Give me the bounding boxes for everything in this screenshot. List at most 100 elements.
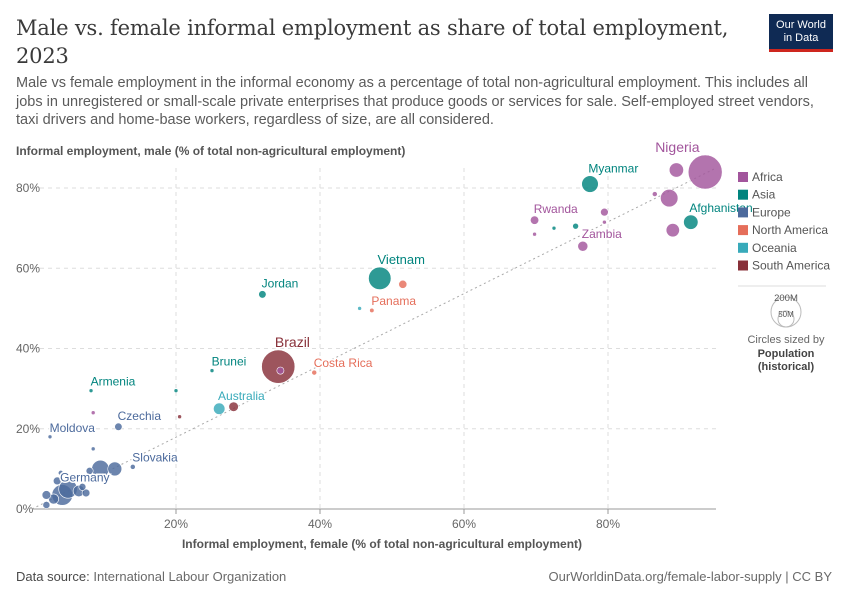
data-point[interactable] <box>577 240 589 252</box>
data-point[interactable] <box>42 501 51 509</box>
data-point[interactable] <box>660 189 679 208</box>
data-point[interactable] <box>551 225 557 231</box>
data-point[interactable] <box>369 307 375 313</box>
legend-label[interactable]: South America <box>752 259 830 273</box>
point-label: Armenia <box>91 375 136 389</box>
x-tick-label: 20% <box>164 517 188 531</box>
data-point[interactable] <box>572 222 579 230</box>
point-label: Nigeria <box>655 139 700 155</box>
data-point[interactable] <box>668 162 684 178</box>
logo-line-1: Our World <box>776 19 826 31</box>
x-axis-title: Informal employment, female (% of total … <box>182 537 582 551</box>
data-point[interactable] <box>52 476 62 486</box>
data-point[interactable] <box>85 467 94 475</box>
legend-label[interactable]: Europe <box>752 205 791 219</box>
point-label: Czechia <box>118 409 162 423</box>
data-point[interactable] <box>213 402 226 415</box>
size-legend-small-label: 50M <box>778 310 794 319</box>
data-point[interactable] <box>368 266 392 290</box>
data-point[interactable] <box>261 349 296 384</box>
data-point[interactable] <box>228 401 239 412</box>
grid-lines: 0% 20% 40% 60% 80% 20% 40% 60% 80% <box>16 168 716 531</box>
data-point[interactable] <box>398 279 408 289</box>
data-source-value: International Labour Organization <box>93 569 287 584</box>
legend-swatch[interactable] <box>738 260 748 271</box>
x-tick-label: 80% <box>596 517 620 531</box>
data-point[interactable] <box>687 154 723 190</box>
legend-swatch[interactable] <box>738 242 748 253</box>
point-label: Jordan <box>262 277 299 291</box>
y-tick-label: 40% <box>16 342 40 356</box>
size-legend-title-2: Population <box>758 348 815 360</box>
data-point[interactable] <box>530 215 540 225</box>
legend-label[interactable]: North America <box>752 223 828 237</box>
y-tick-label: 20% <box>16 422 40 436</box>
point-label: Zambia <box>582 227 622 241</box>
data-point[interactable] <box>129 464 136 470</box>
data-point[interactable] <box>602 219 607 225</box>
data-point[interactable] <box>683 214 699 230</box>
data-point[interactable] <box>357 306 362 311</box>
legend-label[interactable]: Africa <box>752 170 783 184</box>
data-point[interactable] <box>258 290 267 299</box>
data-point[interactable] <box>78 483 87 491</box>
point-label: Costa Rica <box>314 356 373 370</box>
color-legend[interactable]: Africa Asia Europe North America Oceania Sout… <box>738 170 830 273</box>
size-legend-small-circle <box>777 310 795 328</box>
data-points[interactable] <box>41 154 723 509</box>
data-point[interactable] <box>173 388 179 393</box>
trend-line <box>31 167 717 510</box>
y-tick-label: 80% <box>16 181 40 195</box>
data-source: Data source: International Labour Organi… <box>16 569 286 584</box>
size-legend-title-3: (historical) <box>758 361 815 373</box>
data-point[interactable] <box>57 470 64 476</box>
data-point[interactable] <box>107 461 123 477</box>
point-labels: Nigeria Rwanda Zambia Myanmar Afghanistan Vie… <box>48 138 754 487</box>
point-label: Myanmar <box>588 162 638 176</box>
data-point[interactable] <box>665 223 680 238</box>
data-point[interactable] <box>311 369 318 376</box>
point-label: Moldova <box>50 421 96 435</box>
data-point[interactable] <box>41 490 52 500</box>
data-point[interactable] <box>47 434 53 440</box>
point-label: Vietnam <box>378 252 425 267</box>
size-legend: 200M 50M Circles sized by Population (hi… <box>738 285 826 373</box>
data-point[interactable] <box>581 175 599 193</box>
size-legend-title-1: Circles sized by <box>747 334 825 346</box>
legend-label[interactable]: Asia <box>752 188 776 202</box>
data-point[interactable] <box>532 231 537 237</box>
point-label: Germany <box>60 471 109 485</box>
point-label: Australia <box>218 389 265 403</box>
y-tick-label: 60% <box>16 261 40 275</box>
data-point[interactable] <box>90 410 96 416</box>
logo-line-2: in Data <box>783 32 819 44</box>
point-label: Rwanda <box>534 202 578 216</box>
chart-title: Male vs. female informal employment as s… <box>16 16 729 68</box>
data-point[interactable] <box>81 488 91 498</box>
data-point[interactable] <box>177 414 182 420</box>
data-point[interactable] <box>600 207 609 217</box>
parity-line <box>31 167 717 510</box>
point-label: Afghanistan <box>689 201 752 215</box>
data-point[interactable] <box>114 422 123 431</box>
legend-swatch[interactable] <box>738 172 748 182</box>
point-label: Brazil <box>275 334 310 350</box>
legend-label[interactable]: Oceania <box>752 241 797 255</box>
chart-subtitle: Male vs female employment in the informa… <box>16 75 814 128</box>
legend-swatch[interactable] <box>738 189 748 200</box>
data-point[interactable] <box>651 191 658 197</box>
data-point[interactable] <box>90 446 96 452</box>
data-point[interactable] <box>276 366 285 375</box>
x-tick-label: 40% <box>308 517 332 531</box>
y-axis-title: Informal employment, male (% of total no… <box>16 144 405 158</box>
owid-logo[interactable]: Our World in Data <box>769 14 833 52</box>
legend-swatch[interactable] <box>738 207 748 218</box>
data-point[interactable] <box>88 388 94 393</box>
data-source-label: Data source: <box>16 569 90 584</box>
data-point[interactable] <box>209 368 215 373</box>
point-label: Slovakia <box>132 450 178 464</box>
legend-swatch[interactable] <box>738 225 748 236</box>
y-tick-label: 0% <box>16 502 34 516</box>
source-url[interactable]: OurWorldinData.org/female-labor-supply |… <box>548 569 832 584</box>
